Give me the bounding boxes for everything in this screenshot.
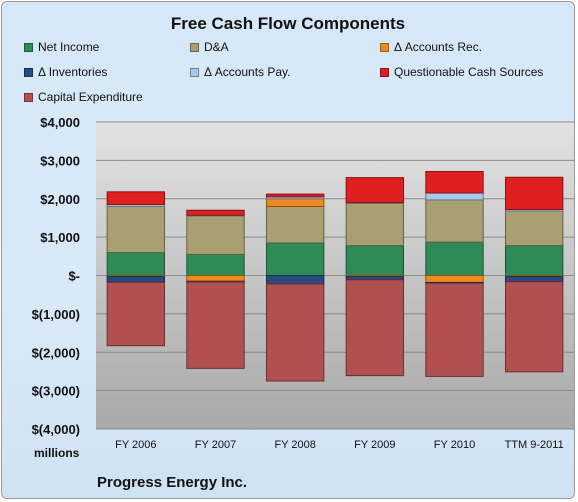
y-tick-label: $(4,000) <box>32 422 80 437</box>
units-label: millions <box>34 446 80 460</box>
chart-title: Free Cash Flow Components <box>170 14 406 33</box>
bar-capital-expenditure-fy-2006 <box>106 281 166 347</box>
x-tick-label: TTM 9-2011 <box>505 439 564 451</box>
y-tick-label: $4,000 <box>40 115 80 130</box>
bar-d-a-fy-2010 <box>425 199 484 243</box>
bar-net-income-fy-2008 <box>265 242 325 277</box>
legend-label: D&A <box>204 40 229 54</box>
bar-net-income-fy-2010 <box>425 241 484 277</box>
bar-questionable-cash-sources-fy-2008 <box>265 193 325 198</box>
bar-capital-expenditure-fy-2009 <box>345 279 405 377</box>
bar-inventories-fy-2008 <box>265 275 325 285</box>
legend-swatch <box>380 67 389 77</box>
x-axis-tick-labels: FY 2006 FY 2007 FY 2008 FY 2009 FY 2010 TTM 9… <box>115 439 564 451</box>
y-axis-tick-labels: $4,000 $3,000 $2,000 $1,000 $- $(1,000) $(2,00… <box>32 115 80 437</box>
x-tick-label: FY 2009 <box>354 439 395 451</box>
y-tick-label: $2,000 <box>40 192 80 207</box>
legend-item-questionable-cash-sources: Questionable Cash Sources <box>380 65 543 79</box>
bars <box>106 171 564 382</box>
bar-questionable-cash-sources-fy-2006 <box>106 191 166 206</box>
y-tick-label: $- <box>68 269 80 284</box>
legend-item-net-income: Net Income <box>24 40 99 54</box>
bar-net-income-fy-2007 <box>186 253 245 277</box>
bar-net-income-fy-2009 <box>345 245 405 277</box>
legend-label: Capital Expenditure <box>38 90 143 104</box>
legend-label: Δ Accounts Rec. <box>394 40 483 54</box>
legend-label: Δ Inventories <box>38 65 108 79</box>
bar-accounts-pay-fy-2010 <box>425 192 484 201</box>
bar-d-a-fy-2006 <box>106 205 166 253</box>
bar-accounts-rec-fy-2007 <box>186 275 245 282</box>
legend-item-inventories: Δ Inventories <box>24 65 107 79</box>
legend-label: Δ Accounts Pay. <box>204 65 291 79</box>
bar-d-a-fy-2009 <box>345 202 405 247</box>
y-tick-label: $(3,000) <box>32 384 80 399</box>
bar-accounts-rec-fy-2008 <box>265 198 325 207</box>
bar-capital-expenditure-fy-2008 <box>265 283 325 382</box>
x-tick-label: FY 2006 <box>115 439 156 451</box>
x-tick-label: FY 2008 <box>274 439 315 451</box>
bar-capital-expenditure-fy-2010 <box>425 282 484 377</box>
legend-swatch <box>190 42 199 52</box>
bar-d-a-ttm-9-2011 <box>504 210 564 247</box>
bar-accounts-rec-fy-2010 <box>425 275 484 283</box>
bar-net-income-ttm-9-2011 <box>504 245 564 277</box>
legend-swatch <box>24 42 33 52</box>
bar-d-a-fy-2008 <box>265 205 325 244</box>
company-name: Progress Energy Inc. <box>97 474 248 491</box>
bar-capital-expenditure-fy-2007 <box>186 281 245 369</box>
y-tick-label: $(1,000) <box>32 307 80 322</box>
bar-questionable-cash-sources-fy-2007 <box>186 209 245 216</box>
legend-swatch <box>24 92 33 102</box>
bar-inventories-ttm-9-2011 <box>504 276 564 283</box>
y-tick-label: $1,000 <box>40 230 80 245</box>
bar-capital-expenditure-ttm-9-2011 <box>504 281 564 373</box>
y-tick-label: $3,000 <box>40 153 80 168</box>
bar-questionable-cash-sources-fy-2009 <box>345 177 405 204</box>
legend-item-accounts-rec: Δ Accounts Rec. <box>380 40 482 54</box>
legend-swatch <box>190 67 199 77</box>
x-tick-label: FY 2010 <box>434 439 475 451</box>
legend-label: Questionable Cash Sources <box>394 65 544 79</box>
bar-inventories-fy-2006 <box>106 276 166 283</box>
y-tick-label: $(2,000) <box>32 345 80 360</box>
legend-swatch <box>24 67 33 77</box>
legend-item-d-a: D&A <box>190 40 229 54</box>
legend-item-capital-expenditure: Capital Expenditure <box>24 90 143 104</box>
bar-net-income-fy-2006 <box>106 251 166 277</box>
legend-item-accounts-pay: Δ Accounts Pay. <box>190 65 291 79</box>
bar-questionable-cash-sources-fy-2010 <box>425 171 484 194</box>
bar-d-a-fy-2007 <box>186 215 245 255</box>
legend-label: Net Income <box>38 40 100 54</box>
legend-swatch <box>380 42 389 52</box>
bar-questionable-cash-sources-ttm-9-2011 <box>504 176 564 210</box>
grid-lines <box>96 121 574 430</box>
x-tick-label: FY 2007 <box>195 439 236 451</box>
